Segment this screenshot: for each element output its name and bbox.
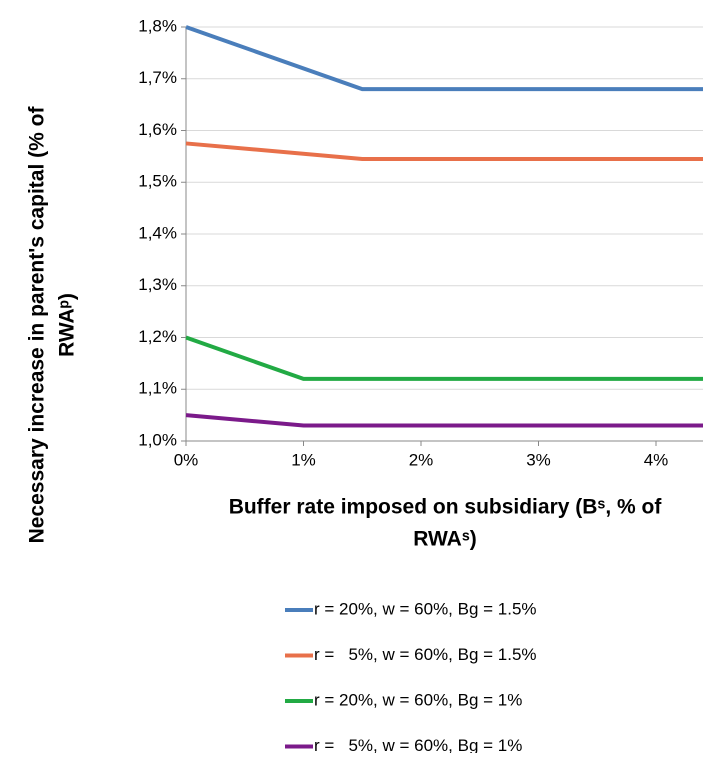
x-tick-label: 2%: [409, 450, 434, 469]
y-tick-label: 1,6%: [138, 120, 177, 139]
y-tick-label: 1,1%: [138, 379, 177, 398]
x-tick-label: 0%: [174, 450, 199, 469]
x-axis-title: RWAˢ): [413, 528, 477, 551]
legend-label: r = 5%, w = 60%, Bg = 1%: [314, 736, 522, 753]
line: [185, 335, 703, 381]
y-tick-label: 1,8%: [138, 16, 177, 35]
y-tick-label: 1,2%: [138, 327, 177, 346]
x-axis-title: Buffer rate imposed on subsidiary (Bˢ, %…: [229, 496, 663, 519]
y-tick-label: 1,5%: [138, 172, 177, 191]
y-axis-title: Necessary increase in parent's capital (…: [26, 106, 49, 544]
line: [185, 413, 703, 428]
line: [185, 25, 703, 92]
legend-label: r = 5%, w = 60%, Bg = 1.5%: [314, 645, 537, 664]
legend-label: r = 20%, w = 60%, Bg = 1.5%: [314, 599, 537, 618]
line: [185, 141, 703, 161]
legend-label: r = 20%, w = 60%, Bg = 1%: [314, 690, 522, 709]
x-tick-label: 1%: [291, 450, 316, 469]
x-tick-label: 3%: [526, 450, 551, 469]
y-tick-label: 1,4%: [138, 223, 177, 242]
y-tick-label: 1,3%: [138, 275, 177, 294]
y-axis-title: RWAᵖ): [56, 293, 79, 357]
x-tick-label: 4%: [644, 450, 669, 469]
y-tick-label: 1,7%: [138, 68, 177, 87]
y-tick-label: 1,0%: [138, 430, 177, 449]
